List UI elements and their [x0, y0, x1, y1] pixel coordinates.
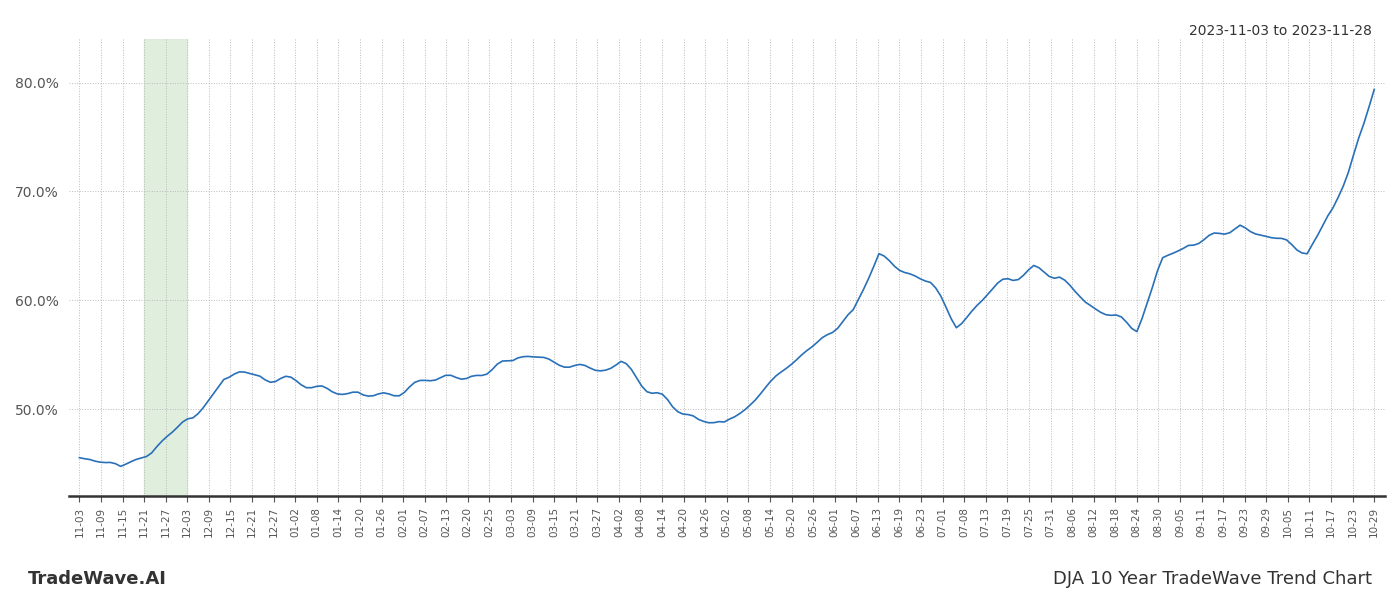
- Text: 2023-11-03 to 2023-11-28: 2023-11-03 to 2023-11-28: [1189, 24, 1372, 38]
- Bar: [144, 39, 188, 496]
- Text: TradeWave.AI: TradeWave.AI: [28, 570, 167, 588]
- Text: DJA 10 Year TradeWave Trend Chart: DJA 10 Year TradeWave Trend Chart: [1053, 570, 1372, 588]
